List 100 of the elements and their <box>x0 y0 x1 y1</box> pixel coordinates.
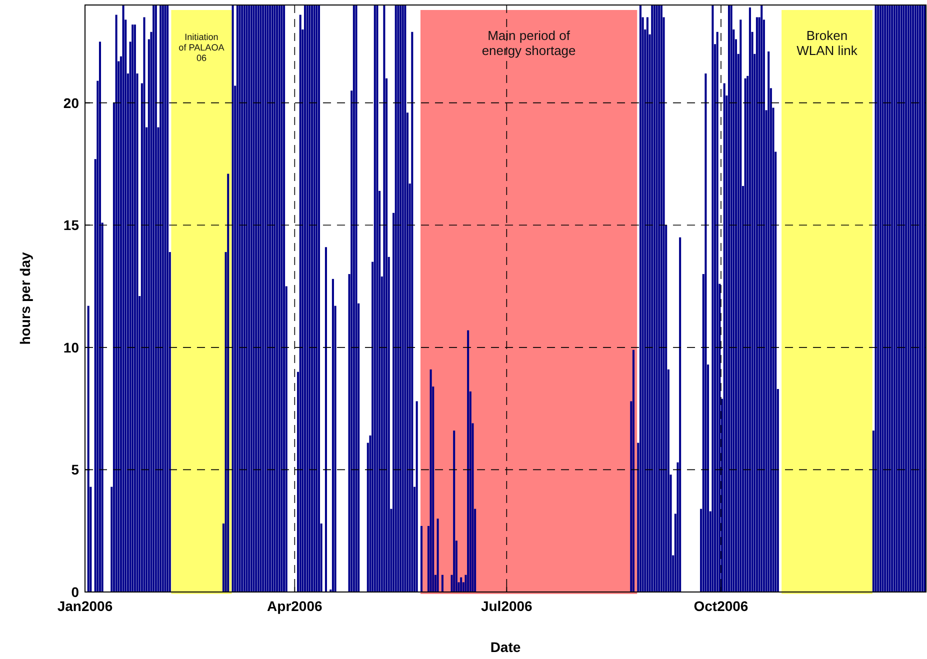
bar <box>919 5 922 592</box>
bar <box>924 5 926 592</box>
bar <box>728 5 730 592</box>
bar <box>316 5 318 592</box>
bar <box>257 5 260 592</box>
bar <box>260 5 262 592</box>
bar <box>134 24 136 592</box>
bar <box>280 5 283 592</box>
y-tick-label: 0 <box>71 584 80 600</box>
bar <box>905 5 908 592</box>
bar <box>646 17 648 592</box>
bar <box>313 5 316 592</box>
bar <box>639 5 642 592</box>
bar <box>893 5 896 592</box>
bar <box>430 369 432 592</box>
bar <box>236 5 238 592</box>
bar <box>632 350 634 592</box>
bar <box>274 5 276 592</box>
bar <box>877 5 880 592</box>
bar <box>166 5 169 592</box>
bar <box>748 7 751 592</box>
bar <box>255 5 258 592</box>
y-tick-label: 15 <box>63 217 80 234</box>
bar <box>874 5 877 592</box>
bar <box>238 5 241 592</box>
bar <box>441 574 444 592</box>
bar <box>716 32 718 592</box>
bar <box>394 5 397 592</box>
bar <box>266 5 269 592</box>
bar <box>122 5 124 592</box>
bar <box>160 5 162 592</box>
bar <box>902 5 905 592</box>
bar <box>467 330 470 592</box>
bar <box>740 20 742 592</box>
bar <box>299 14 302 592</box>
bar <box>283 5 286 592</box>
bar <box>243 5 246 592</box>
bar <box>679 237 682 592</box>
band-label: Broken WLAN link <box>796 28 858 58</box>
bar <box>756 17 758 592</box>
y-axis-title: hours per day <box>17 252 33 345</box>
y-tick-label: 5 <box>71 462 80 478</box>
bar <box>310 5 314 592</box>
bar <box>248 5 250 592</box>
bar <box>907 5 910 592</box>
bar <box>352 5 355 592</box>
bar <box>132 24 134 592</box>
bar <box>324 247 327 592</box>
bar <box>744 78 746 592</box>
bar <box>704 73 707 592</box>
bar <box>355 5 358 592</box>
bar <box>164 5 166 592</box>
bar <box>436 518 439 592</box>
band-label: Initiation of PALAOA 06 <box>178 32 226 63</box>
bar <box>730 5 732 592</box>
bar <box>308 5 311 592</box>
bar <box>154 5 157 592</box>
bar <box>374 5 376 592</box>
bar <box>269 5 272 592</box>
bar <box>884 5 886 592</box>
bar <box>453 430 456 592</box>
bar <box>916 5 919 592</box>
bar <box>653 5 656 592</box>
bar <box>98 42 102 592</box>
bar <box>304 5 306 592</box>
x-axis-title: Date <box>490 639 521 655</box>
bar <box>87 306 90 592</box>
bar <box>232 5 234 592</box>
bar <box>278 5 280 592</box>
bar <box>383 5 386 592</box>
bar <box>411 32 414 592</box>
bar <box>416 401 418 592</box>
bar <box>460 577 462 592</box>
x-tick-label: Jan2006 <box>57 598 113 614</box>
bar <box>402 5 404 592</box>
bar <box>712 5 714 592</box>
bar <box>332 278 334 592</box>
bar <box>420 526 422 592</box>
bar <box>404 5 406 592</box>
x-tick-label: Apr2006 <box>267 598 323 614</box>
bar <box>397 5 400 592</box>
bar <box>910 5 912 592</box>
bar <box>318 5 320 592</box>
bar <box>400 5 402 592</box>
bar <box>115 14 118 592</box>
bar <box>914 5 916 592</box>
bar <box>723 83 726 592</box>
bar <box>760 5 763 592</box>
bar <box>276 5 278 592</box>
bar <box>898 5 900 592</box>
bar <box>376 5 378 592</box>
bar <box>262 5 264 592</box>
y-tick-label: 10 <box>63 339 80 356</box>
bar <box>768 51 770 592</box>
bar <box>912 5 914 592</box>
x-tick-label: Oct2006 <box>694 598 748 614</box>
bar <box>656 5 658 592</box>
y-tick-label: 20 <box>63 94 80 111</box>
bar <box>896 5 898 592</box>
bar <box>264 5 266 592</box>
